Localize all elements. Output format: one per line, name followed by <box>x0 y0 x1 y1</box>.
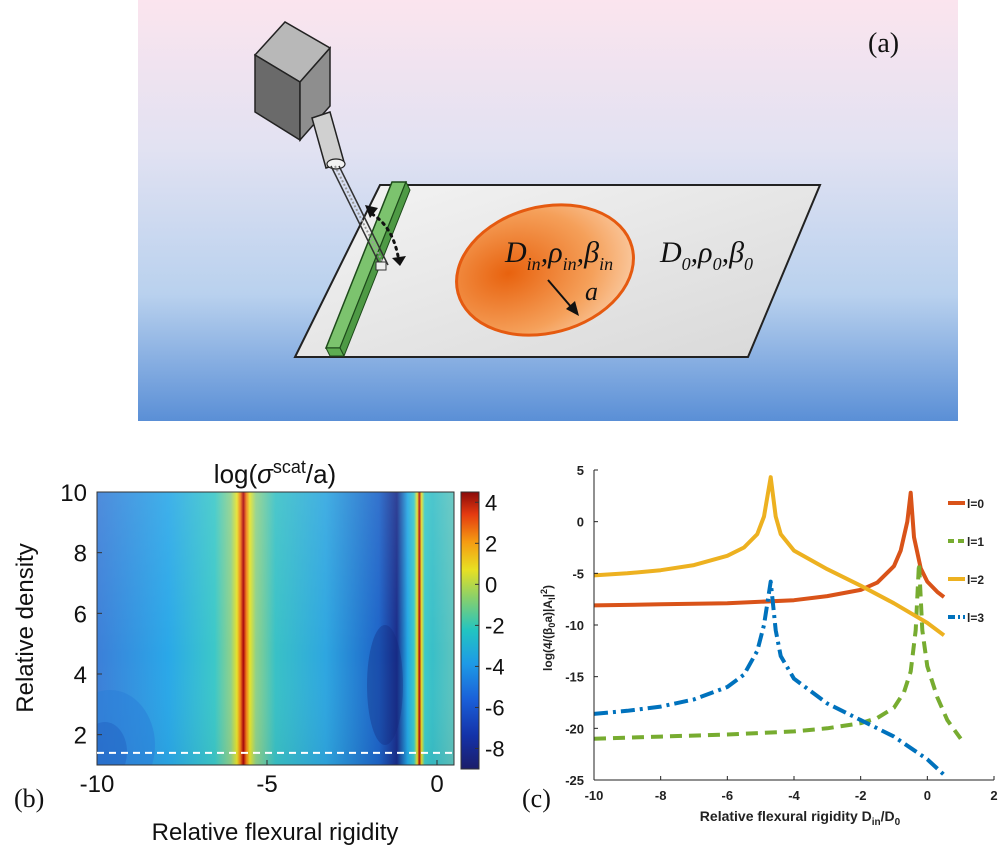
linechart-xtick-label: -4 <box>788 788 800 803</box>
colorbar-tick-label: -2 <box>485 613 505 638</box>
linechart-legend: l=0 l=1 l=2 l=3 <box>948 497 984 625</box>
series-line-l3 <box>593 579 946 777</box>
heatmap-ytick-label: 8 <box>74 541 87 568</box>
linechart-ytick-label: 0 <box>577 515 584 530</box>
plate-parameters: D0,ρ0,β0 <box>659 236 753 274</box>
panel-b-heatmap: log(σscat/a) 2 4 6 8 10 -10 -5 0 Relative densi… <box>12 457 505 846</box>
colorbar <box>460 491 480 770</box>
series-line-l1 <box>593 561 963 741</box>
heatmap-title: log(σscat/a) <box>214 457 336 489</box>
panel-a-illustration: Din,ρin,βin a D0,ρ0,β0 (a) <box>138 0 958 421</box>
heatmap-xtick-label: 0 <box>430 771 443 798</box>
heatmap-frame <box>96 491 455 766</box>
linechart-xtick-label: -6 <box>722 788 734 803</box>
heatmap-xlabel: Relative flexural rigidity <box>152 819 399 846</box>
heatmap-axes: 2 4 6 8 10 -10 -5 0 <box>60 480 443 798</box>
legend-label-l1: l=1 <box>967 535 984 549</box>
heatmap-xtick-label: -10 <box>80 771 115 798</box>
linechart-xlabel: Relative flexural rigidity Din/D0 <box>700 808 901 828</box>
series-line-l0 <box>593 490 946 608</box>
colorbar-tick-label: -8 <box>485 736 505 761</box>
heatmap-xtick-label: -5 <box>256 771 277 798</box>
radius-arrow <box>547 279 579 316</box>
linechart-ytick-label: -15 <box>565 670 584 685</box>
colorbar-tick-label: -6 <box>485 695 505 720</box>
heatmap-low-region <box>97 690 155 765</box>
excitation-strip <box>324 180 411 358</box>
linechart-xtick-label: -10 <box>585 788 604 803</box>
colorbar-tick-label: -4 <box>485 654 505 679</box>
panel-c-linechart: 50-5-10-15-20-25-10 -8 -6 -4 -2 0 2 l=0l=1l=2l… <box>522 463 998 828</box>
colorbar-tick-label: 2 <box>485 531 497 556</box>
linechart-xtick-label: -2 <box>855 788 867 803</box>
scan-arrow <box>365 205 406 266</box>
inclusion-region <box>455 203 635 337</box>
heatmap-ytick-label: 6 <box>74 601 87 628</box>
heatmap-ytick-label: 4 <box>74 662 87 689</box>
linechart-ytick-label: -10 <box>565 618 584 633</box>
linechart-xtick-label: 0 <box>924 788 931 803</box>
colorbar-tick-label: 0 <box>485 572 497 597</box>
panel-b-label: (b) <box>14 784 44 813</box>
linechart-xtick-label: -8 <box>655 788 667 803</box>
heatmap-ylabel: Relative density <box>12 543 39 712</box>
colorbar-tick-label: 4 <box>485 490 497 515</box>
colorbar-ticks: 4 2 0 -2 -4 -6 -8 <box>475 490 505 761</box>
linechart-ytick-label: -25 <box>565 773 584 788</box>
linechart-xtick-label: 2 <box>990 788 997 803</box>
laser-probe <box>253 21 389 271</box>
linechart-ytick-label: -20 <box>565 721 584 736</box>
legend-label-l0: l=0 <box>967 497 984 511</box>
linechart-series <box>593 475 963 777</box>
panel-a-label: (a) <box>868 28 899 59</box>
linechart-plot-area <box>594 470 994 780</box>
linechart-ticks: 50-5-10-15-20-25-10 -8 -6 -4 -2 0 2 <box>565 463 997 803</box>
panel-c-label: (c) <box>522 784 551 813</box>
heatmap-ytick-label: 2 <box>74 723 87 750</box>
series-line-l2 <box>593 475 946 637</box>
heatmap-ytick-label: 10 <box>60 480 87 507</box>
linechart-ytick-label: -5 <box>572 566 584 581</box>
legend-label-l3: l=3 <box>967 611 984 625</box>
radius-label: a <box>585 277 598 306</box>
linechart-ytick-label: 5 <box>577 463 584 478</box>
legend-label-l2: l=2 <box>967 573 984 587</box>
inclusion-parameters: Din,ρin,βin <box>504 236 613 274</box>
linechart-ylabel: log(4/(β0a)|Al|2) <box>539 585 557 671</box>
